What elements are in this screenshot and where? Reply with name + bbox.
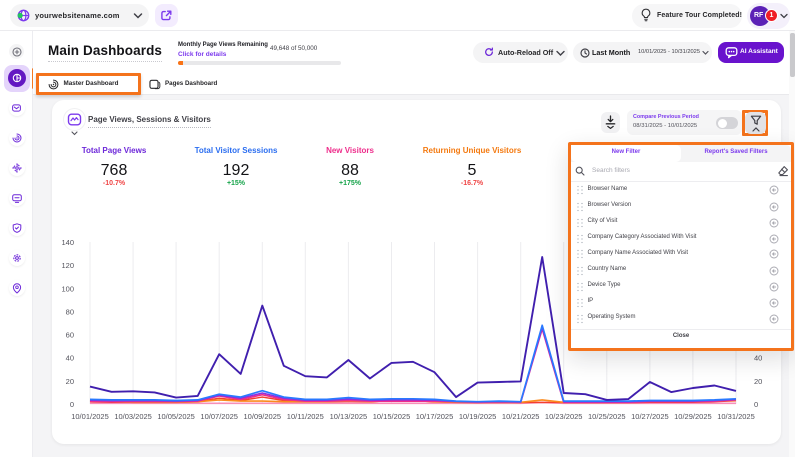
svg-text:100: 100 bbox=[61, 284, 74, 293]
svg-text:10/03/2025: 10/03/2025 bbox=[114, 412, 152, 421]
svg-text:10/31/2025: 10/31/2025 bbox=[717, 412, 755, 421]
svg-text:20: 20 bbox=[66, 377, 74, 386]
svg-text:10/23/2025: 10/23/2025 bbox=[545, 412, 583, 421]
svg-text:10/21/2025: 10/21/2025 bbox=[502, 412, 540, 421]
svg-text:140: 140 bbox=[61, 238, 74, 247]
svg-text:10/19/2025: 10/19/2025 bbox=[459, 412, 497, 421]
svg-text:10/05/2025: 10/05/2025 bbox=[157, 412, 195, 421]
svg-text:40: 40 bbox=[754, 354, 762, 363]
svg-text:10/15/2025: 10/15/2025 bbox=[373, 412, 411, 421]
svg-text:10/29/2025: 10/29/2025 bbox=[674, 412, 712, 421]
svg-text:10/11/2025: 10/11/2025 bbox=[287, 412, 324, 421]
svg-text:10/25/2025: 10/25/2025 bbox=[588, 412, 626, 421]
svg-text:10/27/2025: 10/27/2025 bbox=[631, 412, 669, 421]
svg-text:40: 40 bbox=[66, 354, 74, 363]
svg-text:60: 60 bbox=[66, 331, 74, 340]
svg-text:20: 20 bbox=[754, 377, 762, 386]
svg-text:10/09/2025: 10/09/2025 bbox=[244, 412, 282, 421]
svg-text:80: 80 bbox=[66, 307, 74, 316]
svg-text:10/17/2025: 10/17/2025 bbox=[416, 412, 454, 421]
svg-text:10/01/2025: 10/01/2025 bbox=[71, 412, 109, 421]
svg-text:10/07/2025: 10/07/2025 bbox=[200, 412, 238, 421]
svg-text:120: 120 bbox=[61, 261, 74, 270]
svg-text:10/13/2025: 10/13/2025 bbox=[330, 412, 368, 421]
svg-text:0: 0 bbox=[70, 400, 74, 409]
svg-text:0: 0 bbox=[754, 400, 758, 409]
